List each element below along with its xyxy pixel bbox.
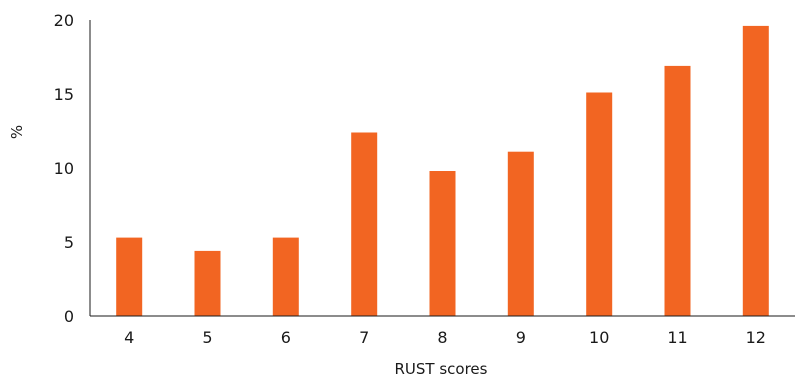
bar-4 [116,237,143,316]
y-tick-labels: 0 5 10 15 20 [54,11,74,326]
bar-9 [507,151,534,316]
bar-8 [429,171,456,316]
x-tick-label: 8 [437,328,447,347]
x-tick-label: 5 [202,328,212,347]
x-tick-labels: 4 5 6 7 8 9 10 11 12 [124,328,766,347]
x-tick-label: 10 [589,328,609,347]
y-tick-label: 20 [54,11,74,30]
x-tick-label: 4 [124,328,134,347]
x-tick-label: 6 [281,328,291,347]
x-tick-label: 9 [516,328,526,347]
x-tick-label: 12 [746,328,766,347]
bar-5 [194,250,221,316]
bar-11 [664,65,691,317]
bar-7 [351,132,378,316]
y-tick-label: 15 [54,85,74,104]
x-tick-label: 7 [359,328,369,347]
bar-10 [586,92,613,316]
x-tick-label: 11 [667,328,687,347]
bars-group [116,25,769,317]
bar-6 [272,237,299,316]
y-tick-label: 10 [54,159,74,178]
x-axis-label: RUST scores [395,360,488,378]
y-tick-label: 0 [64,307,74,326]
y-tick-label: 5 [64,233,74,252]
bar-12 [742,25,769,317]
y-axis-label: % [8,125,26,139]
